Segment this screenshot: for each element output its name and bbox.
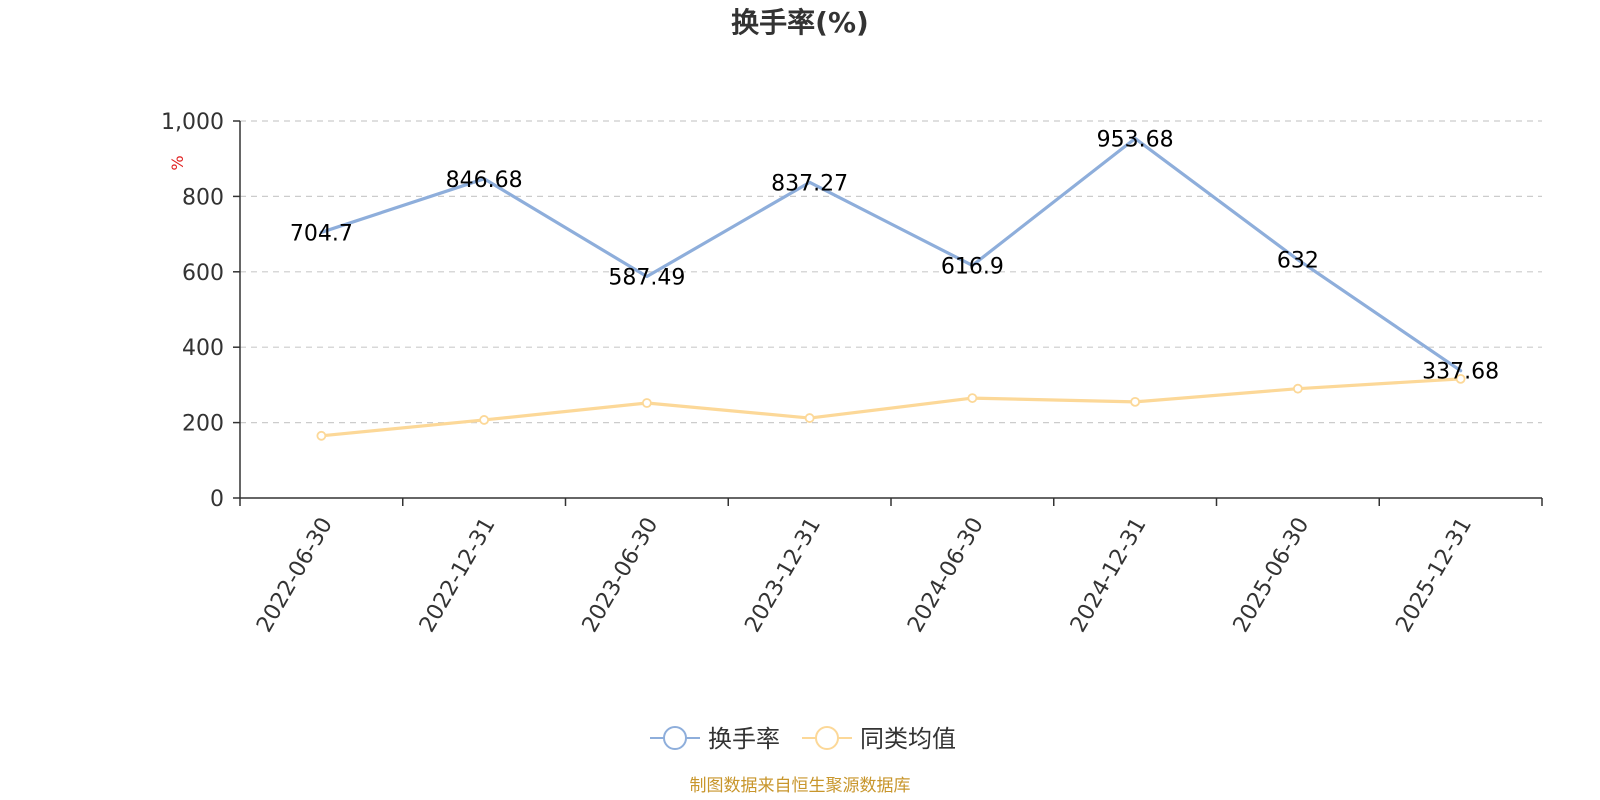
y-tick-label: 400 — [182, 336, 224, 361]
series-line-0 — [319, 136, 1463, 373]
series-line-1 — [319, 377, 1463, 438]
series-marker — [1292, 383, 1303, 394]
x-tick-label: 2025-06-30 — [1229, 514, 1315, 637]
data-label: 846.68 — [446, 168, 523, 193]
x-tick-label: 2022-06-30 — [252, 514, 338, 637]
data-label: 616.9 — [941, 254, 1004, 279]
x-tick-label: 2023-12-31 — [740, 514, 826, 637]
data-label: 632 — [1277, 249, 1319, 274]
data-label: 337.68 — [1422, 360, 1499, 385]
chart-title: 换手率(%) — [731, 6, 869, 39]
axes: 0 200 400 600 800 1,000 2022-06-30 2022-12-31 20… — [161, 110, 1543, 637]
series-marker — [316, 430, 327, 441]
series-markers — [316, 373, 1466, 441]
series-marker — [479, 415, 490, 425]
series-marker — [804, 413, 815, 423]
data-label: 953.68 — [1097, 127, 1174, 152]
series-marker — [1455, 373, 1466, 384]
y-tick-label: 600 — [182, 261, 224, 286]
data-label: 704.7 — [290, 221, 353, 246]
legend-label: 同类均值 — [860, 725, 956, 753]
series-marker — [967, 393, 978, 403]
series-lines — [319, 136, 1463, 438]
y-tick-label: 800 — [182, 185, 224, 210]
x-tick-label: 2023-06-30 — [578, 514, 664, 637]
legend-label: 换手率 — [708, 725, 780, 753]
x-tick-label: 2022-12-31 — [415, 514, 501, 637]
series-marker — [1130, 396, 1141, 407]
legend-marker — [663, 726, 687, 750]
legend-item-1[interactable]: 同类均值 — [802, 725, 956, 753]
legend-marker — [815, 726, 839, 750]
x-tick-label: 2024-06-30 — [903, 514, 989, 637]
legend-item-0[interactable]: 换手率 — [650, 725, 780, 753]
x-tick-label: 2025-12-31 — [1391, 514, 1477, 637]
data-labels: 704.7 846.68 587.49 837.27 616.9 953.68 632 337… — [290, 127, 1499, 384]
source-note: 制图数据来自恒生聚源数据库 — [690, 776, 911, 796]
series-marker — [641, 398, 652, 408]
y-tick-label: 0 — [210, 487, 224, 512]
data-label: 837.27 — [771, 171, 848, 196]
x-tick-label: 2024-12-31 — [1066, 514, 1152, 637]
y-axis-unit-label: % — [168, 155, 187, 170]
legend: 换手率 同类均值 — [650, 725, 956, 753]
data-label: 587.49 — [608, 266, 685, 291]
grid-lines — [240, 120, 1542, 424]
y-tick-label: 200 — [182, 412, 224, 437]
y-tick-label: 1,000 — [161, 110, 224, 135]
